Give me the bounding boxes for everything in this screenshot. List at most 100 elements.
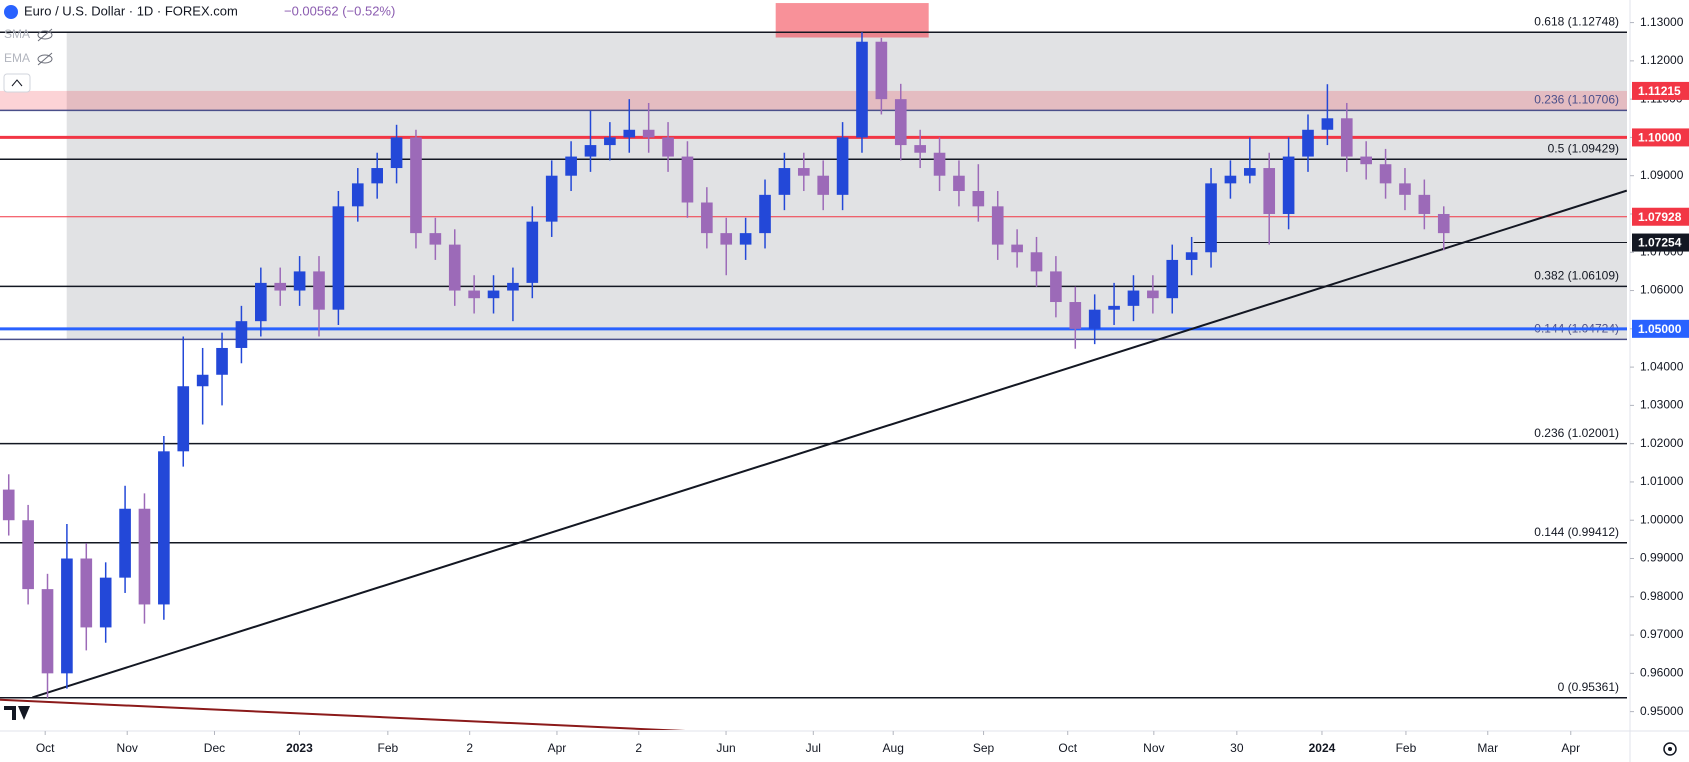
candle-body [158,451,170,605]
candle-body [468,290,480,299]
candle-body [1282,156,1295,214]
candle-body [1069,302,1082,329]
x-tick-label: Jul [806,741,821,755]
candle-body [61,558,73,674]
indicator-label[interactable]: SMA [4,27,30,41]
fib-label: 0.236 (1.02001) [1534,426,1619,440]
candle-body [274,282,287,291]
candle-body [293,271,306,291]
fib-label: 0 (0.95361) [1558,680,1619,694]
y-tick-label: 1.00000 [1640,512,1684,526]
candle-body [1244,168,1256,176]
y-tick-label: 1.03000 [1640,398,1684,412]
candle-body [972,191,985,207]
candle-body [623,129,636,138]
candle-body [642,129,655,138]
candle-body [22,520,34,590]
candle-body [1360,156,1372,165]
x-tick-label: Oct [36,741,55,755]
candle-body [119,508,131,578]
hidden-eye-icon[interactable] [37,52,53,66]
price-badge-label: 1.05000 [1638,322,1682,336]
candle-body [778,168,791,195]
price-badge [1632,233,1689,252]
candle-body [99,577,112,628]
candle-body [894,99,907,146]
candle-body [1224,175,1237,184]
x-tick-label: Nov [1143,741,1164,755]
candle-body [196,374,209,387]
price-badge-label: 1.10000 [1638,131,1682,145]
y-tick-label: 1.13000 [1640,15,1684,29]
y-tick-label: 1.04000 [1640,359,1684,373]
candle-body [1185,252,1198,260]
candle-body [313,271,325,310]
x-tick-label: 2023 [286,741,313,755]
candle-body [1127,290,1140,306]
collapse-button[interactable] [3,73,31,93]
trendline [0,698,686,730]
price-badge-label: 1.07928 [1638,210,1682,224]
y-tick-label: 0.97000 [1640,627,1684,641]
candle-body [1321,118,1334,130]
x-tick-label: Mar [1477,741,1498,755]
y-tick-label: 1.09000 [1640,168,1684,182]
header: Euro / U.S. Dollar · 1D · FOREX.com −0.0… [3,3,395,93]
candle-body [216,347,228,375]
y-tick-label: 1.06000 [1640,283,1684,297]
x-tick-label: Apr [1561,741,1580,755]
candle-body [1166,259,1179,299]
candle-body [371,168,383,184]
candle-body [759,194,771,234]
candle-body [235,321,248,348]
plot-area: 0.618 (1.12748) 0.236 (1.10706) 0.5 (1.094… [0,3,1627,730]
y-tick-label: 1.02000 [1640,436,1684,450]
candle-body [953,175,965,192]
candle-body [1205,183,1217,253]
y-tick-label: 0.98000 [1640,589,1684,603]
price-badge [1632,319,1689,338]
y-tick-label: 0.99000 [1640,551,1684,565]
settings-icon[interactable] [1663,742,1677,756]
fib-label: 0.618 (1.12748) [1534,14,1619,28]
candle-body [448,244,461,291]
candle-body [933,152,946,176]
x-tick-label: Feb [1396,741,1417,755]
x-tick-label: 30 [1230,741,1244,755]
fib-label: 0.5 (1.09429) [1548,141,1619,155]
candle-body [739,233,752,245]
candle-body [1108,305,1120,310]
candle-body [1263,168,1276,214]
collapse-icon [11,79,23,87]
candle-body [1088,309,1101,329]
x-tick-label: 2 [635,741,642,755]
candle-body [526,221,539,283]
indicator-label[interactable]: EMA [4,51,30,65]
candle-body [410,137,422,234]
candle-body [1437,213,1450,234]
candle-body [662,137,674,157]
price-badge [1632,128,1689,147]
price-badge-label: 1.11215 [1638,84,1681,98]
candle-body [856,41,868,138]
fib-label: 0.236 (1.10706) [1534,93,1619,107]
fib-label: 0.382 (1.06109) [1534,269,1619,283]
price-badge-label: 1.07254 [1638,236,1682,250]
x-tick-label: Dec [204,741,225,755]
x-tick-label: Apr [548,741,567,755]
candle-body [545,175,558,222]
candle-body [701,202,713,234]
candle-body [1302,129,1314,157]
candle-body [817,175,830,195]
candle-body [720,233,733,245]
candle-body [1418,194,1431,214]
x-tick-label: Feb [377,741,398,755]
x-tick-label: Aug [883,741,904,755]
candle-body [565,156,577,176]
candle-body [584,145,597,157]
candle-body [177,386,190,452]
hidden-eye-icon[interactable] [37,28,53,42]
fib-label: 0.144 (0.99412) [1534,525,1619,539]
